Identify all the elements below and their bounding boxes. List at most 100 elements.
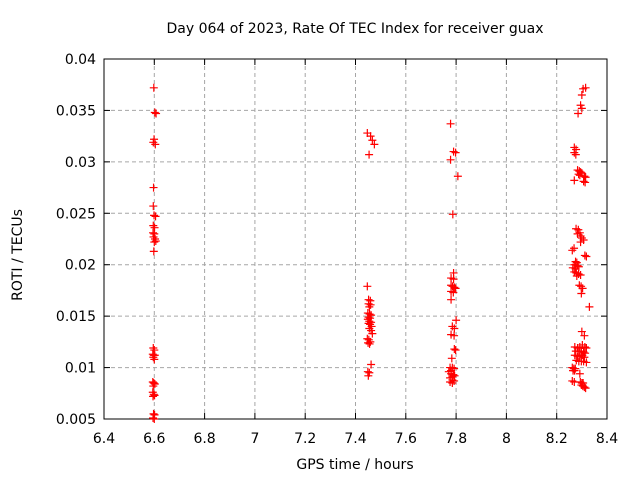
- y-tick-label: 0.005: [56, 412, 96, 428]
- data-point: [150, 211, 159, 220]
- x-axis-label: GPS time / hours: [296, 457, 413, 473]
- x-tick-label: 8: [502, 431, 511, 447]
- data-point: [452, 316, 461, 325]
- data-point: [149, 232, 158, 241]
- data-point: [150, 108, 159, 117]
- data-point: [580, 251, 589, 260]
- data-point: [580, 383, 589, 392]
- data-point: [570, 148, 579, 157]
- data-point: [150, 355, 159, 364]
- data-point: [576, 238, 585, 247]
- data-point: [367, 360, 376, 369]
- tick-layer: [103, 58, 608, 420]
- data-point: [149, 83, 158, 92]
- data-point: [580, 172, 589, 181]
- data-point: [366, 132, 375, 141]
- data-point: [577, 327, 586, 336]
- x-tick-label: 7.2: [294, 431, 316, 447]
- data-point: [150, 238, 159, 247]
- data-point: [149, 202, 158, 211]
- data-point: [149, 353, 158, 362]
- data-point: [149, 390, 158, 399]
- data-point: [451, 346, 460, 355]
- data-point: [574, 269, 583, 278]
- x-tick-label: 7.4: [344, 431, 366, 447]
- data-point: [150, 391, 159, 400]
- data-point: [451, 148, 460, 157]
- data-point: [580, 331, 589, 340]
- data-point: [365, 324, 374, 333]
- data-point: [448, 379, 457, 387]
- data-point: [450, 331, 459, 340]
- data-point: [447, 295, 456, 304]
- x-tick-label: 6.4: [93, 431, 115, 447]
- data-point: [447, 354, 456, 363]
- data-point: [570, 366, 579, 375]
- data-point: [574, 170, 583, 179]
- data-point: [577, 289, 586, 298]
- data-point: [451, 284, 460, 293]
- data-point: [151, 237, 160, 246]
- y-tick-label: 0.015: [56, 309, 96, 325]
- y-axis-label: ROTI / TECUs: [10, 209, 26, 301]
- data-point: [449, 147, 458, 156]
- data-point: [150, 380, 159, 389]
- data-point: [576, 271, 585, 279]
- data-point: [446, 119, 455, 128]
- data-point: [581, 83, 590, 92]
- data-point: [453, 172, 462, 181]
- data-point: [366, 320, 375, 329]
- x-tick-label: 6.6: [143, 431, 165, 447]
- x-tick-label: 6.8: [193, 431, 215, 447]
- data-point: [582, 252, 591, 261]
- data-point: [574, 262, 583, 271]
- data-point: [448, 210, 457, 219]
- data-point: [150, 415, 159, 423]
- x-tick-label: 8.2: [546, 431, 568, 447]
- plot-border: [103, 58, 608, 420]
- data-point: [585, 302, 594, 311]
- x-tick-label: 7.6: [395, 431, 417, 447]
- data-point: [149, 183, 158, 192]
- data-point: [581, 384, 590, 393]
- data-point: [568, 246, 577, 255]
- data-point: [368, 136, 377, 145]
- data-point: [574, 109, 583, 118]
- data-point: [450, 376, 459, 385]
- data-point: [449, 275, 458, 284]
- data-point: [577, 104, 586, 113]
- data-point: [364, 338, 373, 347]
- data-point: [450, 324, 459, 333]
- data-point: [366, 300, 375, 309]
- data-point: [578, 351, 587, 360]
- y-tick-label: 0.04: [65, 52, 96, 68]
- data-point: [577, 282, 586, 291]
- data-point: [151, 212, 160, 221]
- y-tick-label: 0.01: [65, 361, 96, 377]
- data-point: [149, 221, 158, 230]
- data-point: [577, 91, 586, 99]
- data-point: [450, 283, 459, 292]
- data-point: [152, 109, 161, 118]
- data-point: [363, 282, 372, 291]
- x-tick-label: 8.4: [596, 431, 618, 447]
- data-point: [582, 344, 591, 353]
- tick-label-layer: 6.4 6.6 6.8 7 7.2 7.4 7.6 7.8 8 8.2 8.4 0.005 0.01 0.…: [56, 52, 618, 447]
- data-point: [364, 371, 373, 380]
- grid-layer: [104, 59, 607, 419]
- data-point: [149, 247, 158, 256]
- data-point: [579, 177, 588, 186]
- data-point: [577, 233, 586, 242]
- data-point: [365, 150, 374, 159]
- data-point: [571, 150, 580, 159]
- y-tick-label: 0.02: [65, 258, 96, 274]
- data-point: [151, 140, 160, 149]
- chart-title: Day 064 of 2023, Rate Of TEC Index for r…: [167, 21, 544, 37]
- data-point: [581, 178, 590, 187]
- data-point: [149, 392, 158, 401]
- y-tick-label: 0.025: [56, 206, 96, 222]
- y-tick-label: 0.03: [65, 155, 96, 171]
- data-point: [575, 369, 584, 378]
